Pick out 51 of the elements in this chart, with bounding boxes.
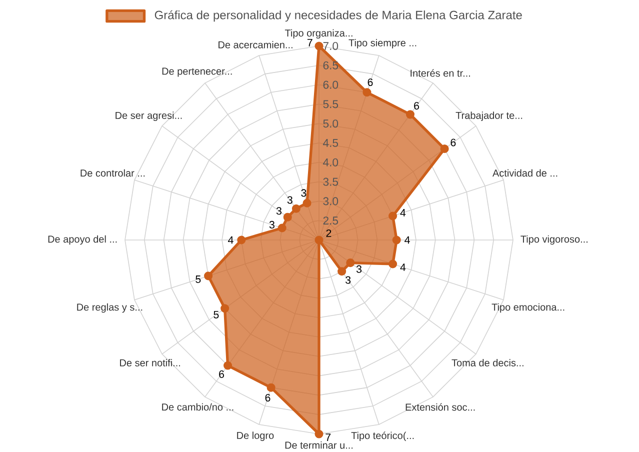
spoke-label: Extensión soc... <box>406 403 475 411</box>
spoke-label: De apoyo del ... <box>48 235 117 245</box>
spoke-label: De cambio/no ... <box>162 403 234 411</box>
data-label: 4 <box>400 264 406 271</box>
spoke-label: De logro <box>237 432 274 441</box>
data-label: 2 <box>326 229 332 237</box>
data-label: 3 <box>276 207 282 215</box>
spoke-label: Actividad de ... <box>492 169 558 177</box>
spoke-label: De ser notifi... <box>120 359 180 366</box>
y-tick-label: 6.5 <box>323 61 338 70</box>
spoke-label: De controlar ... <box>80 169 145 177</box>
spoke-label: De ser agresi... <box>116 112 182 121</box>
data-label: 5 <box>214 310 219 318</box>
y-tick-label: 2.5 <box>323 216 338 225</box>
data-label: 7 <box>326 434 331 441</box>
y-tick-label: 5.0 <box>323 120 338 128</box>
data-label: 6 <box>368 78 373 86</box>
spoke-label: Tipo teórico(... <box>351 432 414 442</box>
y-tick-label: 7.0 <box>323 42 338 50</box>
spoke-label: Tipo emociona... <box>492 303 564 313</box>
data-label: 6 <box>450 138 456 146</box>
spoke-label: Tipo siempre ... <box>348 39 416 48</box>
y-tick-label: 5.5 <box>323 100 338 108</box>
data-label: 4 <box>400 209 406 216</box>
spoke-label: De terminar u... <box>285 441 353 449</box>
spoke-label: Toma de decis... <box>452 359 524 366</box>
data-label: 6 <box>265 394 270 402</box>
spoke-label: Interés en tr... <box>410 69 470 77</box>
spoke-label: De reglas y s... <box>77 303 142 313</box>
data-label: 7 <box>307 39 312 46</box>
data-label: 3 <box>269 220 274 228</box>
spoke-label: Tipo vigoroso... <box>520 235 588 245</box>
data-label: 3 <box>287 196 292 204</box>
data-label: 3 <box>346 276 351 284</box>
spoke-label: Trabajador te... <box>456 112 522 121</box>
data-label: 5 <box>196 276 201 283</box>
data-label: 3 <box>356 265 362 273</box>
y-tick-label: 3.0 <box>323 197 338 206</box>
data-label: 6 <box>219 370 224 378</box>
legend-label: Gráfica de personalidad y necesidades de Maria Elena Garcia Zarate <box>154 10 522 22</box>
y-tick-label: 6.0 <box>323 80 338 89</box>
data-label: 4 <box>404 236 410 244</box>
spoke-label: De acercamien... <box>218 41 292 48</box>
y-tick-label: 3.5 <box>323 178 338 186</box>
y-tick-label: 4.5 <box>323 139 338 147</box>
data-label: 6 <box>414 102 419 110</box>
spoke-label: Tipo organiza... <box>284 29 352 39</box>
data-label: 4 <box>228 236 234 244</box>
spoke-label: De pertenecer... <box>162 68 232 77</box>
y-tick-label: 4.0 <box>323 158 338 166</box>
data-label: 3 <box>301 189 306 197</box>
